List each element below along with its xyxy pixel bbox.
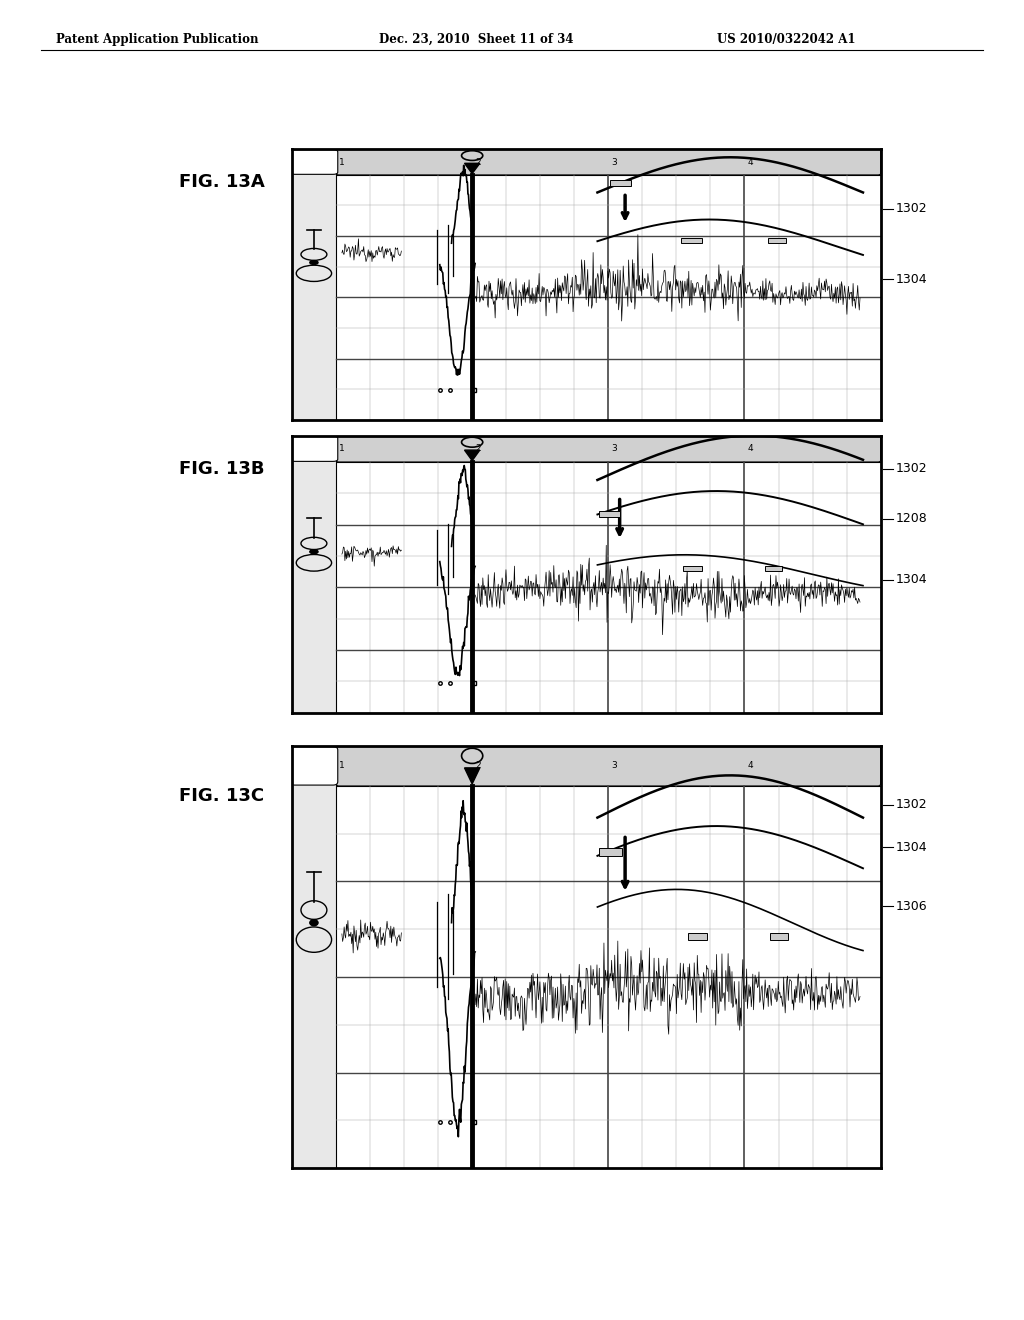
Bar: [688, 932, 708, 940]
Text: 2: 2: [475, 445, 480, 453]
Text: 1306: 1306: [896, 900, 928, 913]
Text: 4: 4: [748, 445, 753, 453]
Bar: [599, 847, 622, 857]
Text: 1: 1: [339, 157, 345, 166]
Text: 1304: 1304: [896, 573, 928, 586]
Bar: [336, 149, 881, 174]
Text: 1302: 1302: [896, 462, 928, 475]
Circle shape: [310, 920, 318, 925]
Text: US 2010/0322042 A1: US 2010/0322042 A1: [717, 33, 855, 46]
Polygon shape: [465, 768, 480, 784]
Text: Dec. 23, 2010  Sheet 11 of 34: Dec. 23, 2010 Sheet 11 of 34: [379, 33, 573, 46]
Text: 1304: 1304: [896, 272, 928, 285]
FancyBboxPatch shape: [290, 149, 338, 174]
Bar: [599, 511, 621, 516]
Bar: [292, 436, 336, 713]
FancyBboxPatch shape: [290, 436, 338, 462]
Text: 1304: 1304: [896, 841, 928, 854]
Bar: [336, 436, 881, 462]
Text: 1208: 1208: [896, 512, 928, 525]
Text: FIG. 13B: FIG. 13B: [179, 459, 264, 478]
Bar: [683, 566, 701, 572]
FancyBboxPatch shape: [290, 747, 338, 785]
Text: 4: 4: [748, 157, 753, 166]
Text: FIG. 13C: FIG. 13C: [179, 788, 264, 805]
Bar: [610, 181, 631, 186]
Text: 1302: 1302: [896, 799, 928, 812]
Bar: [770, 932, 787, 940]
Polygon shape: [465, 450, 480, 461]
Text: 2: 2: [475, 762, 480, 771]
Bar: [292, 149, 336, 420]
Text: 1: 1: [339, 762, 345, 771]
Polygon shape: [465, 164, 480, 174]
Text: Patent Application Publication: Patent Application Publication: [56, 33, 259, 46]
Text: 1302: 1302: [896, 202, 928, 215]
Text: 3: 3: [611, 445, 617, 453]
Text: FIG. 13A: FIG. 13A: [179, 173, 265, 190]
Text: 2: 2: [475, 157, 480, 166]
Bar: [768, 238, 786, 243]
Text: 3: 3: [611, 157, 617, 166]
Text: 3: 3: [611, 762, 617, 771]
Text: 1: 1: [339, 445, 345, 453]
Bar: [765, 566, 782, 572]
Bar: [292, 746, 336, 1168]
Bar: [336, 746, 881, 785]
Circle shape: [310, 549, 318, 553]
Circle shape: [310, 260, 318, 264]
Bar: [681, 238, 701, 243]
Text: 4: 4: [748, 762, 753, 771]
